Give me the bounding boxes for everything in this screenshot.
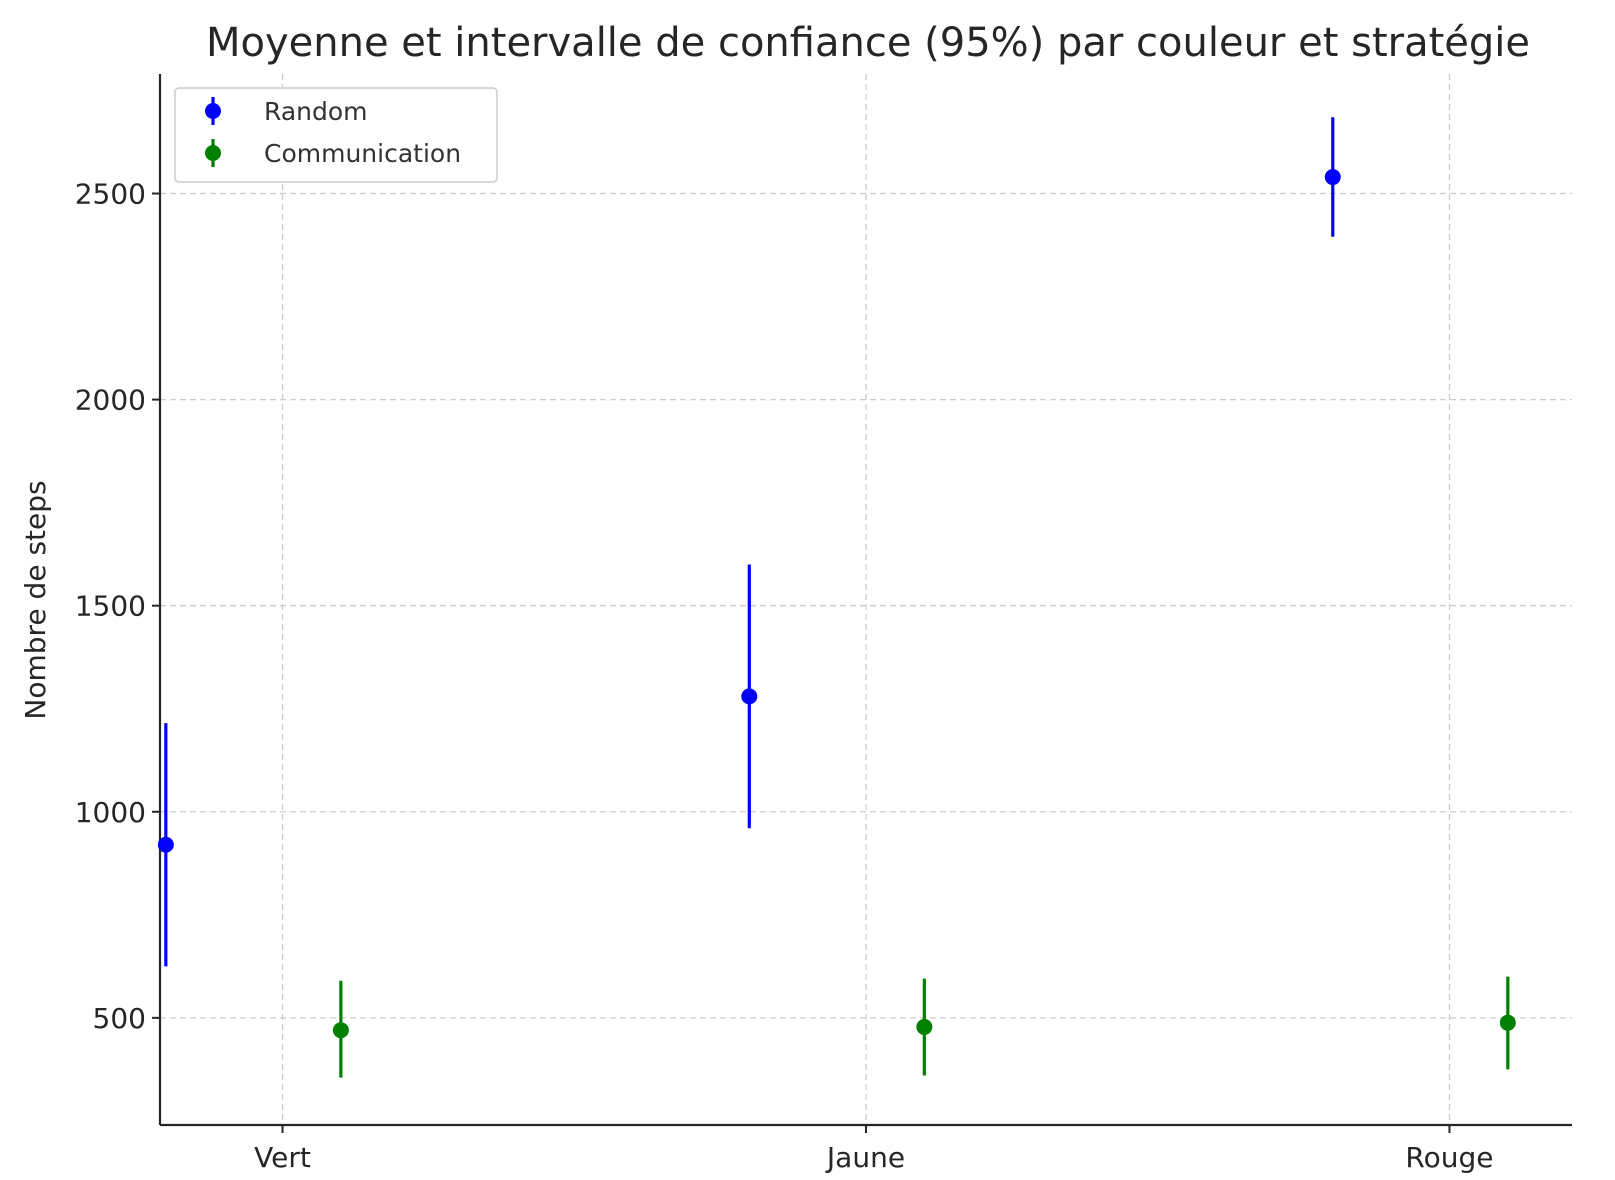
- chart-title: Moyenne et intervalle de confiance (95%)…: [206, 20, 1530, 66]
- mean-point: [1324, 169, 1341, 186]
- x-tick-label: Jaune: [825, 1141, 905, 1174]
- legend-box: [174, 87, 498, 183]
- y-tick-label: 2500: [75, 178, 146, 211]
- x-tick-label: Rouge: [1405, 1141, 1493, 1174]
- y-tick-label: 500: [93, 1002, 146, 1035]
- y-axis-label: Nombre de steps: [19, 480, 52, 719]
- legend: Random Communication: [174, 87, 498, 183]
- mean-point: [157, 836, 174, 853]
- grid: [160, 74, 1572, 1125]
- y-tick-label: 1500: [75, 590, 146, 623]
- legend-label: Random: [264, 97, 368, 126]
- x-ticks: Vert Jaune Rouge: [254, 1125, 1494, 1174]
- y-ticks: 500 1000 1500 2000 2500: [75, 178, 160, 1035]
- legend-label: Communication: [264, 139, 461, 168]
- mean-point: [741, 688, 758, 705]
- mean-point: [1499, 1014, 1516, 1031]
- y-tick-label: 2000: [75, 384, 146, 417]
- y-tick-label: 1000: [75, 796, 146, 829]
- x-tick-label: Vert: [254, 1141, 311, 1174]
- legend-marker: [205, 103, 221, 119]
- legend-marker: [205, 145, 221, 161]
- mean-point: [332, 1022, 349, 1039]
- data-marks: [157, 117, 1516, 1078]
- mean-point: [916, 1018, 933, 1035]
